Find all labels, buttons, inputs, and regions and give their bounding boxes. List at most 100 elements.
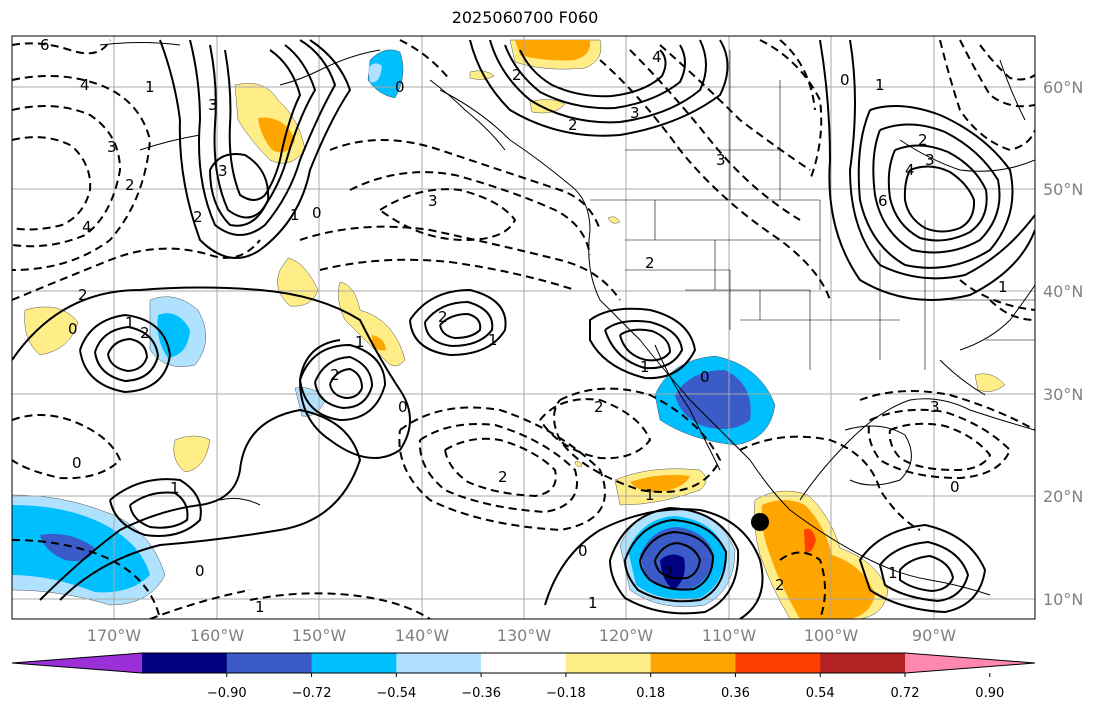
contour-label: 6: [878, 192, 888, 210]
lon-label: 120°W: [599, 626, 654, 645]
contour-label: 0: [398, 398, 408, 416]
colorbar-tick-label: 0.72: [891, 686, 920, 701]
colorbar-tick-label: −0.18: [546, 686, 586, 701]
map-frame: [11, 35, 1036, 620]
lat-label: 60°N: [1043, 78, 1083, 97]
lon-label: 130°W: [497, 626, 552, 645]
contour-label: 0: [840, 71, 850, 89]
lon-label: 170°W: [87, 626, 142, 645]
contour-label: 3: [218, 162, 228, 180]
latitude-labels: 60°N 50°N 40°N 30°N 20°N 10°N: [1043, 78, 1083, 609]
colorbar-extend-low: [12, 653, 142, 673]
contour-label: 2: [193, 208, 203, 226]
coastlines: [99, 42, 1035, 596]
contour-label: 3: [925, 151, 935, 169]
contour-label: 1: [640, 358, 650, 376]
contour-label: 4: [82, 218, 92, 236]
contour-label: 1: [290, 206, 300, 224]
contour-label: 2: [498, 468, 508, 486]
contour-label: 2: [918, 131, 928, 149]
location-marker: [751, 513, 769, 531]
lat-label: 10°N: [1043, 590, 1083, 609]
lat-label: 30°N: [1043, 385, 1083, 404]
lon-label: 100°W: [804, 626, 859, 645]
contour-label: 3: [428, 192, 438, 210]
lon-label: 150°W: [292, 626, 347, 645]
colorbar-tick-label: 0.36: [721, 686, 750, 701]
lon-label: 140°W: [395, 626, 450, 645]
colorbar-extend-high: [905, 653, 1035, 673]
contour-label: 0: [700, 368, 710, 386]
contour-label: 0: [950, 478, 960, 496]
contour-label: 3: [630, 104, 640, 122]
colorbar-segment: [565, 653, 652, 673]
longitude-labels: 170°W 160°W 150°W 140°W 130°W 120°W 110°…: [87, 626, 956, 645]
contours-negative: [12, 39, 1035, 619]
colorbar-segment: [396, 653, 482, 673]
contour-label: 1: [125, 314, 135, 332]
contour-labels: 6 4 3 3 2 2 1 0 4 3 1 0 2 3 2 4 3 6 4 3 …: [40, 36, 1008, 616]
contour-label: 2: [78, 286, 88, 304]
contour-label: 1: [998, 278, 1008, 296]
lon-label: 110°W: [702, 626, 757, 645]
contour-label: 3: [107, 138, 117, 156]
colorbar-tick-label: −0.54: [376, 686, 416, 701]
contour-label: 0: [312, 204, 322, 222]
colorbar-segment: [481, 653, 567, 673]
contour-label: 0: [68, 320, 78, 338]
contour-label: 0: [195, 562, 205, 580]
contour-label: 1: [645, 486, 655, 504]
contour-label: 1: [588, 594, 598, 612]
colorbar-tick-label: 0.54: [806, 686, 835, 701]
contour-label: 4: [652, 48, 662, 66]
contour-label: 1: [355, 333, 365, 351]
contour-label: 6: [40, 36, 50, 54]
contour-label: 0: [72, 454, 82, 472]
contour-label: 3: [208, 96, 218, 114]
contour-label: 2: [594, 398, 604, 416]
contour-label: 0: [578, 542, 588, 560]
contour-label: 2: [664, 564, 674, 582]
contour-label: 2: [512, 66, 522, 84]
contour-label: 1: [488, 331, 498, 349]
colorbar-tick-label: −0.72: [292, 686, 332, 701]
map-content: 6 4 3 3 2 2 1 0 4 3 1 0 2 3 2 4 3 6 4 3 …: [12, 36, 1035, 619]
contour-label: 0: [395, 78, 405, 96]
contour-label: 2: [775, 576, 785, 594]
lon-label: 90°W: [912, 626, 956, 645]
graticule: [12, 36, 1035, 619]
state-borders: [590, 50, 1035, 370]
colorbar-tick-label: 0.18: [636, 686, 665, 701]
contour-label: 3: [716, 151, 726, 169]
colorbar-tick-label: 0.90: [975, 686, 1004, 701]
lat-label: 20°N: [1043, 487, 1083, 506]
contour-label: 2: [330, 366, 340, 384]
colorbar-segment: [142, 653, 228, 673]
lon-label: 160°W: [190, 626, 245, 645]
contour-label: 4: [905, 161, 915, 179]
contour-label: 2: [140, 324, 150, 342]
shade-blue-alaska: [367, 49, 404, 99]
colorbar-segment: [650, 653, 736, 673]
colorbar-segment: [820, 653, 906, 673]
contour-label: 1: [145, 78, 155, 96]
contour-label: 1: [888, 564, 898, 582]
colorbar: −0.90 −0.72 −0.54 −0.36 −0.18 0.18 0.36 0.54 0.7…: [11, 652, 1036, 701]
colorbar-tick-label: −0.90: [207, 686, 247, 701]
contour-label: 2: [568, 116, 578, 134]
contour-label: 2: [438, 308, 448, 326]
contour-label: 1: [170, 479, 180, 497]
contour-label: 3: [930, 398, 940, 416]
contour-label: 2: [125, 176, 135, 194]
contour-label: 4: [80, 76, 90, 94]
contour-label: 1: [875, 76, 885, 94]
colorbar-segment: [311, 653, 397, 673]
colorbar-outline: [11, 652, 1036, 674]
lat-label: 50°N: [1043, 180, 1083, 199]
contour-label: 1: [255, 598, 265, 616]
map-title: 2025060700 F060: [451, 8, 599, 27]
colorbar-segment: [226, 653, 313, 673]
lat-label: 40°N: [1043, 282, 1083, 301]
contour-label: 2: [645, 254, 655, 272]
